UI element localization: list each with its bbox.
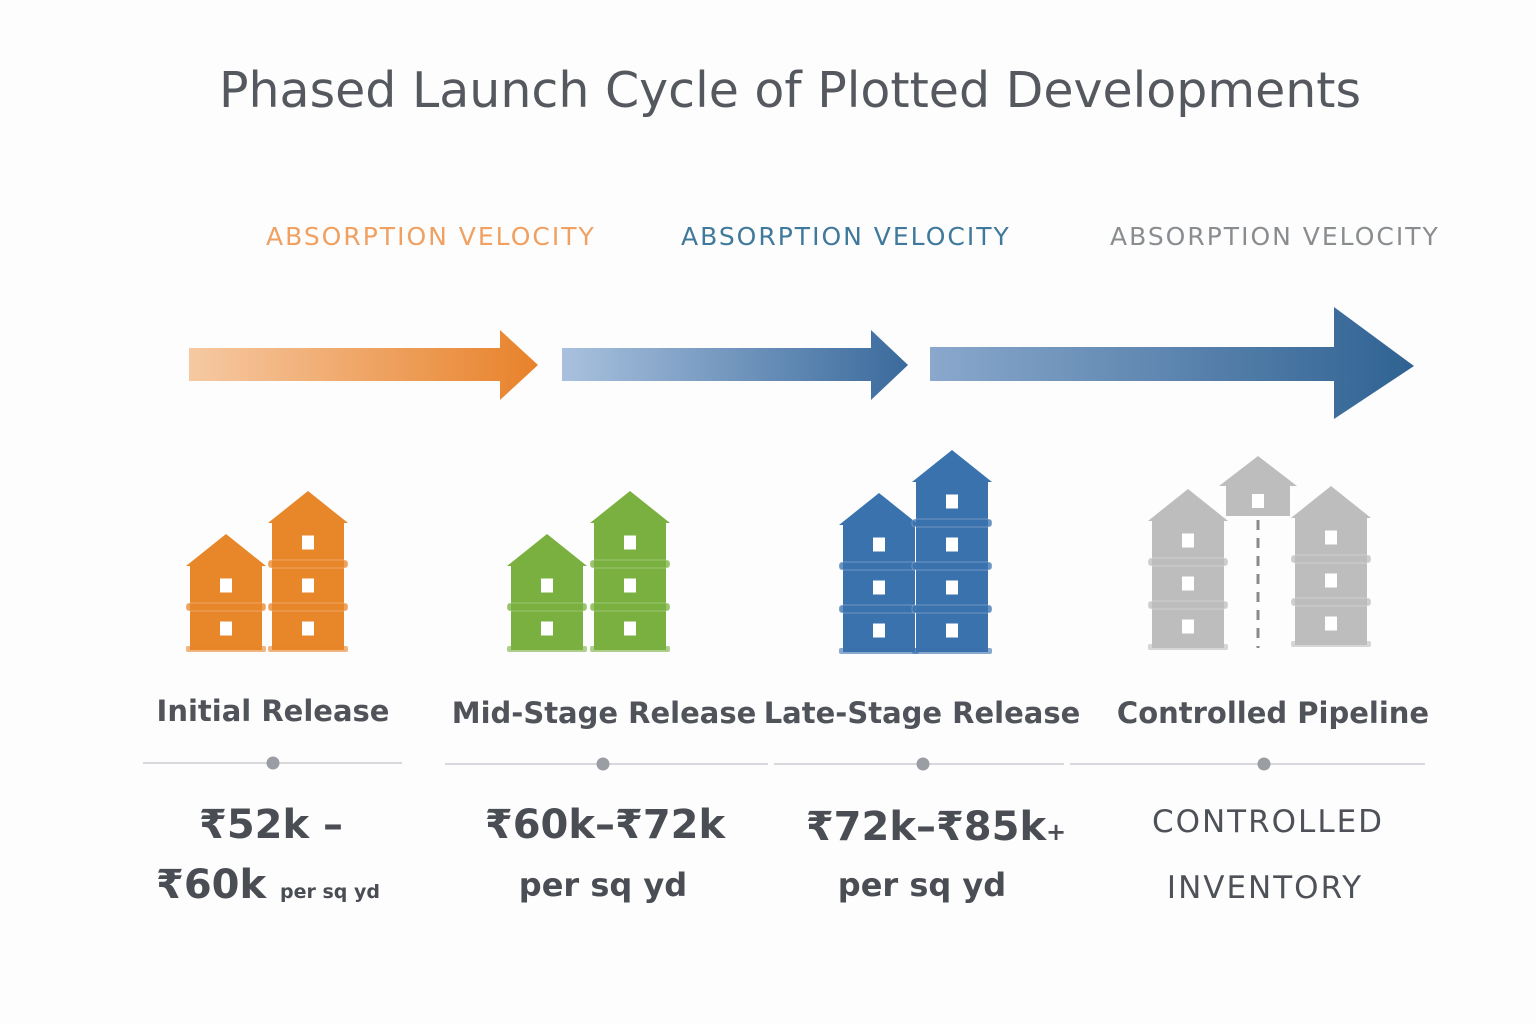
velocity-label-2: ABSORPTION VELOCITY (681, 222, 1011, 251)
controlled-line1: CONTROLLED (1151, 804, 1385, 840)
price-mid-unit: per sq yd (518, 866, 688, 904)
arrow-phase-3 (930, 307, 1414, 419)
price-late-suffix: + (1046, 818, 1067, 846)
stage-label-late: Late-Stage Release (763, 696, 1081, 730)
timeline-dot-1 (266, 756, 280, 770)
timeline-dot-2 (596, 757, 610, 771)
price-mid: ₹60k–₹72k (484, 802, 726, 848)
price-late-value: ₹72k–₹85k (805, 804, 1047, 850)
price-initial-line2: ₹60k per sq yd (88, 862, 448, 908)
stage-label-mid: Mid-Stage Release (451, 696, 757, 730)
building-icon (911, 450, 993, 654)
controlled-line2: INVENTORY (1166, 870, 1364, 906)
price-late: ₹72k–₹85k+ (756, 804, 1116, 850)
building-icon (1147, 489, 1229, 650)
building-icon (267, 491, 349, 652)
timeline (143, 756, 1425, 771)
price-late-unit: per sq yd (837, 866, 1007, 904)
velocity-label-3: ABSORPTION VELOCITY (1110, 222, 1440, 251)
velocity-label-1: ABSORPTION VELOCITY (266, 222, 596, 251)
building-icon (185, 534, 267, 652)
building-icon (589, 491, 671, 652)
building-icon (506, 534, 588, 652)
building-icon (838, 493, 920, 654)
price-initial-line1: ₹52k – (198, 802, 344, 848)
building-icon (1290, 486, 1372, 647)
price-initial-value: ₹60k (155, 862, 267, 908)
stage-label-controlled: Controlled Pipeline (1116, 696, 1430, 730)
house-icon (1219, 456, 1297, 516)
timeline-dot-3 (916, 757, 930, 771)
arrow-phase-1 (189, 330, 538, 400)
timeline-dot-4 (1257, 757, 1271, 771)
stage-label-initial: Initial Release (156, 694, 390, 728)
page-title: Phased Launch Cycle of Plotted Developme… (218, 62, 1362, 119)
price-initial-unit: per sq yd (280, 881, 381, 903)
arrow-phase-2 (562, 330, 908, 400)
